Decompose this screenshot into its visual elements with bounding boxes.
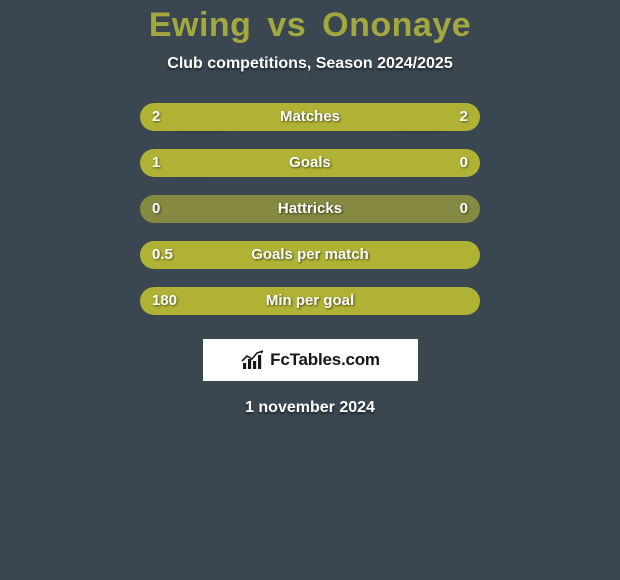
title-player1: Ewing [149,6,252,44]
stat-value-right: 0 [460,195,468,223]
stat-bar: 22Matches [140,103,480,131]
date-line: 1 november 2024 [245,399,375,417]
chart-icon [240,349,266,371]
stat-value-left: 0 [152,195,160,223]
stat-bar-fill-left [140,241,480,269]
stat-bar: 180Min per goal [140,287,480,315]
stat-bar-fill-right [310,103,480,131]
subtitle: Club competitions, Season 2024/2025 [167,55,452,73]
stat-value-left: 0.5 [152,241,173,269]
stat-value-left: 1 [152,149,160,177]
title-player2: Ononaye [322,6,471,44]
stat-value-right: 0 [460,149,468,177]
stat-bar: 10Goals [140,149,480,177]
brand-text: FcTables.com [270,350,380,370]
stat-bar: 0 0Hattricks [140,195,480,223]
stats-comparison-card: Ewing vs Ononaye Club competitions, Seas… [0,0,620,580]
stat-row: 0.5Goals per match [140,241,480,269]
stat-value-right: 2 [460,103,468,131]
title-vs: vs [267,6,306,44]
stat-value-left: 2 [152,103,160,131]
stat-row: 0 0Hattricks [140,195,480,223]
stat-label: Hattricks [140,195,480,223]
stat-row: 22Matches [140,103,480,131]
stat-bar-fill-left [140,149,480,177]
stat-row: 180Min per goal [140,287,480,315]
brand-badge: FcTables.com [203,339,418,381]
stat-row: 10Goals [140,149,480,177]
page-title: Ewing vs Ononaye [149,6,471,45]
stat-bar: 0.5Goals per match [140,241,480,269]
stat-value-left: 180 [152,287,177,315]
stat-bar-fill-left [140,103,310,131]
stat-bar-fill-left [140,287,480,315]
stat-rows-container: 22Matches10Goals00Hattricks0.5Goals per … [140,103,480,333]
